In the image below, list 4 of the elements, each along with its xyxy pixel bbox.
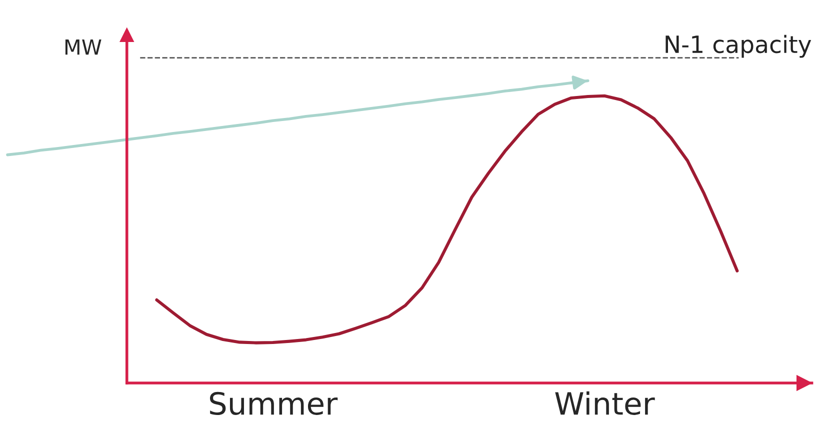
ref-line-label: N-1 capacity: [666, 34, 812, 58]
x-tick-label: Winter: [555, 391, 655, 416]
y-axis-title: MW: [65, 39, 102, 55]
x-tick-label: Summer: [210, 392, 338, 416]
